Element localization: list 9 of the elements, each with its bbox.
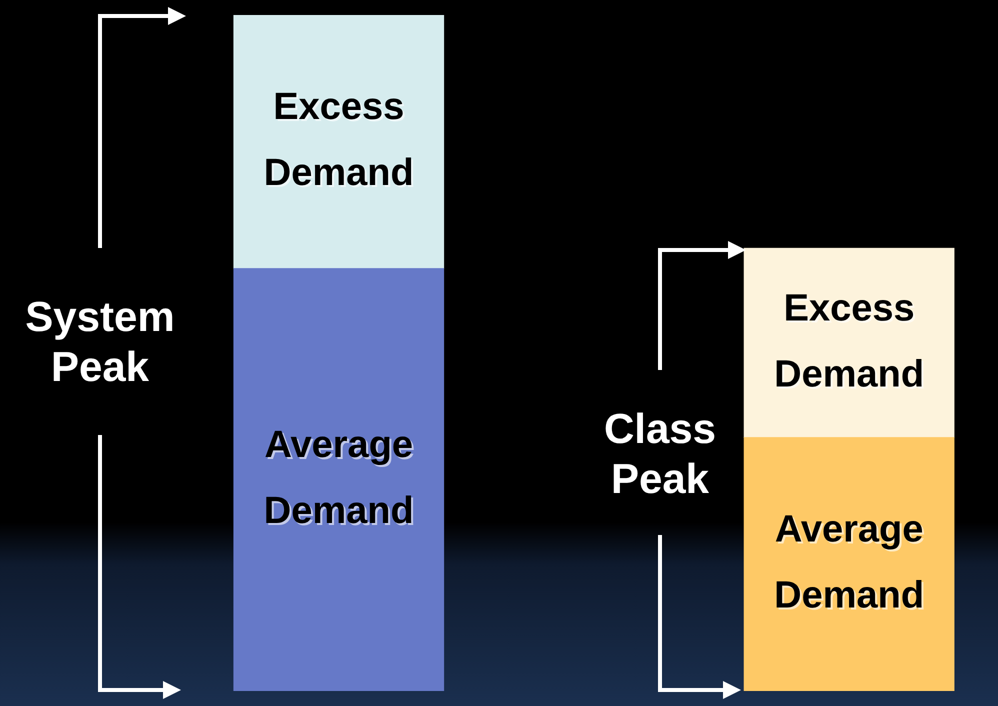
bar bbox=[233, 15, 444, 269]
text: Average Demand bbox=[774, 508, 924, 617]
series-label: Average Demand bbox=[264, 424, 416, 534]
text: Excess Demand bbox=[774, 287, 924, 396]
annotation: System Peak bbox=[24, 292, 176, 392]
bar bbox=[233, 268, 444, 691]
series-label: Excess Demand bbox=[266, 86, 416, 196]
bar bbox=[744, 437, 954, 691]
annotation: Class Peak bbox=[602, 404, 718, 504]
